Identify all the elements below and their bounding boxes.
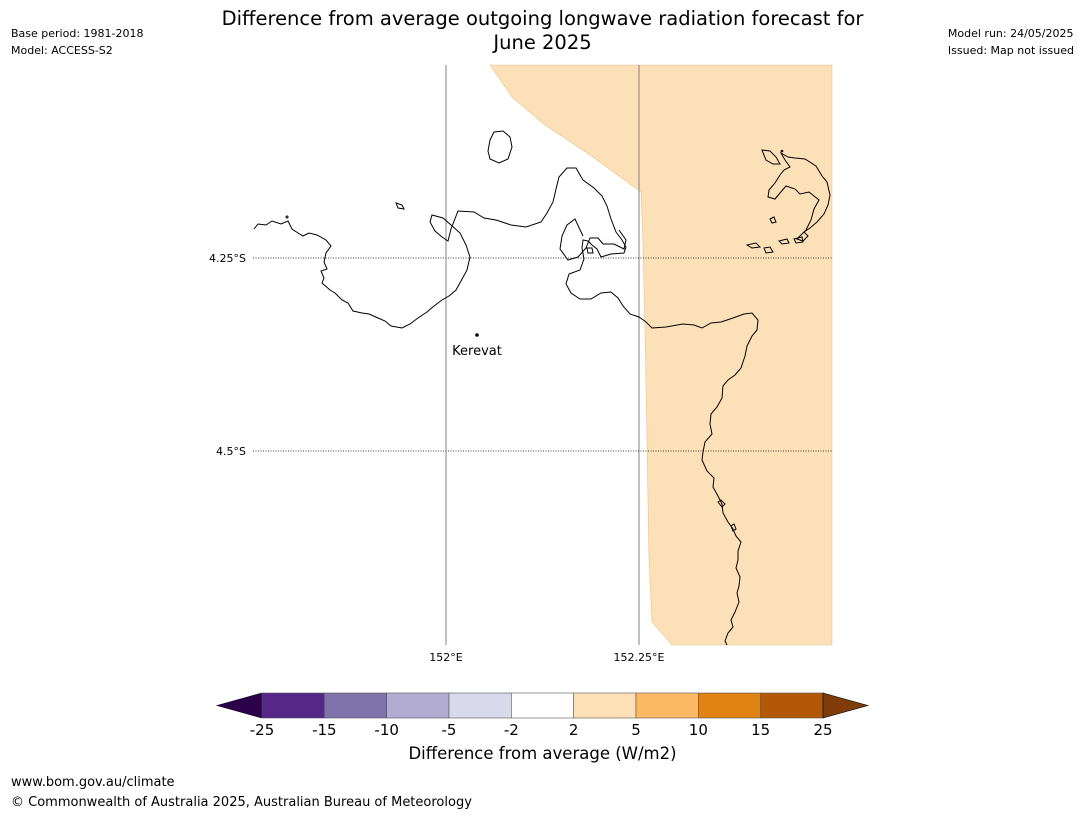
colorbar-box	[324, 692, 387, 719]
lat-label-4-5: 4.5°S	[216, 445, 246, 458]
colorbar-box	[448, 692, 512, 719]
colorbar-box	[573, 692, 637, 719]
footer-copyright: © Commonwealth of Australia 2025, Austra…	[11, 795, 472, 810]
colorbar-tick-label: -15	[312, 721, 337, 739]
coastline	[253, 130, 831, 646]
colorbar-box	[760, 692, 824, 719]
coastline-main	[253, 167, 759, 646]
colorbar-tick-label: -5	[442, 721, 457, 739]
left-meta: Base period: 1981-2018 Model: ACCESS-S2	[11, 25, 143, 59]
coastline-islet-3	[745, 242, 762, 249]
lon-label-152: 152°E	[429, 651, 462, 664]
coastline-islet-2	[586, 247, 594, 254]
coastline-duke-of-york	[761, 149, 831, 242]
colorbar-tick-label: 10	[689, 721, 708, 739]
colorbar-label: Difference from average (W/m2)	[408, 744, 677, 763]
coastline-islet-5	[778, 238, 790, 245]
coastline-island-north	[487, 130, 513, 164]
colorbar-extend-high	[822, 692, 870, 719]
colorbar: -25 -15 -10 -5 -2 2 5 10 15 25	[215, 692, 870, 739]
colorbar-tick-label: -10	[374, 721, 399, 739]
lon-label-152-25: 152.25°E	[614, 651, 665, 664]
colorbar-extend-low	[215, 692, 263, 719]
title-line-1: Difference from average outgoing longwav…	[221, 7, 864, 30]
right-meta: Model run: 24/05/2025 Issued: Map not is…	[948, 25, 1074, 59]
map-title: Difference from average outgoing longwav…	[0, 7, 1085, 55]
coastline-islet-9	[730, 523, 737, 532]
issued-status: Issued: Map not issued	[947, 44, 1074, 57]
coastline-islet-1	[395, 202, 405, 210]
colorbar-tick-label: 5	[631, 721, 641, 739]
coastline-islet-8	[717, 499, 726, 508]
anomaly-shading	[489, 64, 833, 646]
model-name: Model: ACCESS-S2	[11, 44, 113, 57]
colorbar-box	[698, 692, 761, 719]
coastline-islet-4	[763, 246, 774, 254]
footer: www.bom.gov.au/climate © Commonwealth of…	[11, 773, 472, 813]
coastline-peninsula	[559, 218, 627, 261]
colorbar-tick-label: 15	[751, 721, 770, 739]
colorbar-boxes	[261, 692, 824, 719]
colorbar-tick-label: 2	[569, 721, 579, 739]
colorbar-box	[635, 692, 699, 719]
kerevat-marker	[475, 333, 479, 337]
title-line-2: June 2025	[493, 31, 592, 54]
lat-label-4-25: 4.25°S	[209, 252, 246, 265]
footer-site: www.bom.gov.au/climate	[11, 775, 175, 790]
base-period: Base period: 1981-2018	[11, 27, 144, 40]
coastline-islet-11	[780, 149, 784, 153]
coastline-islet-10	[285, 215, 289, 219]
colorbar-box	[261, 692, 325, 719]
colorbar-tick-label: -2	[504, 721, 519, 739]
coastline-islet-7	[769, 216, 777, 224]
colorbar-tick-label: 25	[813, 721, 832, 739]
coastline-islet-6	[793, 236, 804, 244]
colorbar-ticks: -25 -15 -10 -5 -2 2 5 10 15 25	[250, 721, 833, 739]
colorbar-tick-label: -25	[250, 721, 275, 739]
kerevat-label: Kerevat	[452, 344, 502, 359]
model-run: Model run: 24/05/2025	[947, 27, 1074, 40]
colorbar-box	[386, 692, 450, 719]
colorbar-box	[511, 692, 574, 719]
